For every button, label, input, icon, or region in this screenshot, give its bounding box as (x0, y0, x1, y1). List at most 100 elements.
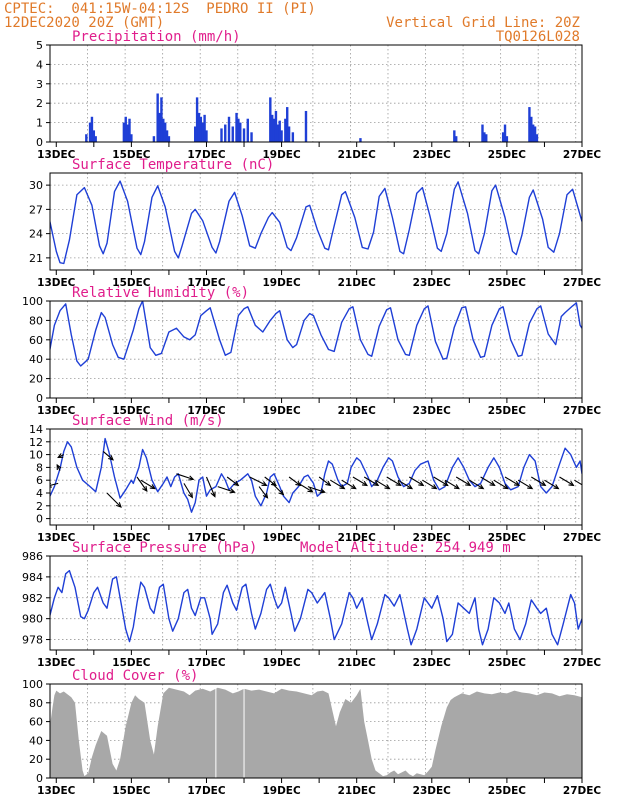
ytick-label: 12 (29, 436, 43, 449)
xtick-label: 25DEC (488, 532, 527, 544)
precip-bar (270, 114, 274, 142)
xtick-label: 27DEC (563, 277, 602, 289)
panel-frame (49, 555, 583, 651)
ytick-label: 60 (29, 334, 43, 347)
wind-vector-head (278, 489, 285, 496)
precip-bar (242, 128, 246, 142)
wind-vector (375, 479, 390, 490)
ytick-label: 5 (36, 39, 43, 52)
wind-vector (469, 479, 484, 490)
cloud-area (50, 687, 582, 778)
wind-vector (480, 476, 495, 486)
precip-bar (304, 110, 308, 142)
wind-vector-head (233, 480, 240, 487)
ytick-label: 80 (29, 314, 43, 327)
precip-bar (291, 132, 295, 142)
panel-frame (49, 172, 583, 271)
wind-vector (50, 482, 59, 487)
precip-bar (167, 136, 171, 142)
xtick-label: 27DEC (563, 405, 602, 417)
xtick-label: 23DEC (413, 532, 452, 544)
wind-vector (318, 476, 331, 486)
precip-bar (194, 126, 197, 142)
wind-vector (205, 476, 216, 497)
series-wind (50, 437, 582, 513)
panel-title-wind: Surface Wind (m/s) (72, 413, 224, 429)
precip-bar (278, 120, 281, 142)
wind-vector (136, 476, 148, 492)
wind-vector-head (568, 480, 575, 487)
xtick-label: 21DEC (338, 657, 377, 669)
precip-bar (224, 124, 227, 142)
header-datetime: 12DEC2020 20Z (GMT) (4, 15, 165, 31)
xtick-label: 13DEC (37, 532, 76, 544)
xtick-label: 25DEC (488, 277, 527, 289)
ytick-label: 4 (36, 58, 43, 71)
xtick-label: 13DEC (37, 785, 76, 797)
wind-vector (455, 476, 471, 486)
wind-vector-head (229, 488, 236, 494)
xtick-label: 23DEC (413, 785, 452, 797)
series-pressure (50, 569, 582, 646)
precip-bar (274, 110, 278, 142)
xtick-label: 19DEC (262, 657, 301, 669)
ytick-label: 21 (29, 252, 43, 265)
wind-vector-head (453, 484, 460, 490)
precip-bar (481, 124, 484, 142)
precip-bar (152, 136, 156, 142)
wind-vector (249, 476, 267, 486)
ytick-label: 40 (29, 353, 43, 366)
xtick-label: 15DEC (112, 405, 151, 417)
wind-vector (422, 479, 437, 490)
wind-vector-head (384, 484, 391, 490)
precip-bar (284, 118, 287, 142)
ytick-label: 0 (36, 772, 43, 785)
precip-bar (485, 134, 488, 142)
precip-bar (122, 122, 126, 142)
ytick-label: 3 (36, 78, 43, 91)
wind-vector (341, 479, 356, 490)
series-precip (85, 93, 539, 142)
ytick-label: 27 (29, 203, 43, 216)
header-station: CPTEC: 041:15W-04:12S PEDRO II (PI) (4, 1, 316, 17)
wind-vector-head (307, 487, 314, 493)
precip-bar (455, 136, 458, 142)
ytick-label: 2 (36, 97, 43, 110)
precip-bar (163, 122, 167, 142)
wind-vector-head (339, 484, 346, 490)
precip-bar (165, 130, 169, 142)
precip-bar (286, 107, 289, 142)
wind-vector-head (262, 492, 269, 499)
precip-bar (483, 132, 486, 142)
precip-bar (231, 126, 234, 142)
ytick-label: 8 (36, 461, 43, 474)
xtick-label: 23DEC (413, 405, 452, 417)
ytick-label: 982 (22, 592, 43, 605)
precip-bar (227, 116, 231, 142)
wind-vector-head (395, 480, 402, 487)
wind-vector-head (406, 484, 414, 490)
panel-frame (49, 44, 583, 143)
wind-vector-head (319, 488, 326, 494)
xtick-label: 25DEC (488, 657, 527, 669)
ytick-label: 30 (29, 179, 43, 192)
wind-vector (363, 476, 379, 486)
xtick-label: 19DEC (262, 405, 301, 417)
precip-bar (90, 116, 94, 142)
panel-title-rh: Relative Humidity (%) (72, 285, 249, 301)
header-run-code: TQ0126L028 (495, 29, 580, 45)
precip-bar (528, 107, 531, 142)
precip-bar (88, 122, 92, 142)
xtick-label: 15DEC (112, 657, 151, 669)
xtick-label: 17DEC (187, 785, 226, 797)
wind-vector-head (350, 484, 357, 490)
wind-vector-head (465, 480, 472, 487)
precip-bar (239, 122, 242, 142)
xtick-label: 21DEC (338, 277, 377, 289)
ytick-label: 20 (29, 753, 43, 766)
precip-bar (530, 116, 533, 142)
wind-vector (298, 482, 313, 493)
precip-bar (505, 136, 509, 142)
wind-vector (307, 486, 325, 493)
